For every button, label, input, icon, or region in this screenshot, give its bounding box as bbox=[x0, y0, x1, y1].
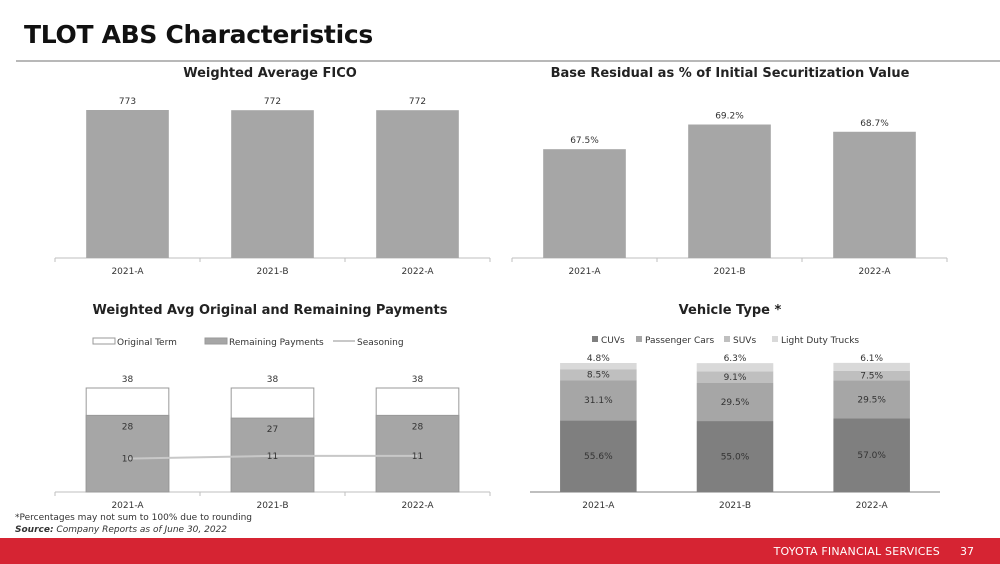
legend-label: Light Duty Trucks bbox=[781, 336, 859, 346]
legend-label: Remaining Payments bbox=[229, 338, 324, 348]
legend-swatch-original-term bbox=[92, 337, 116, 345]
legend-label: CUVs bbox=[601, 336, 625, 346]
bar-segment bbox=[833, 362, 910, 371]
residual-chart-title: Base Residual as % of Initial Securitiza… bbox=[550, 66, 910, 81]
legend-label: SUVs bbox=[733, 336, 756, 346]
data-label-seasoning: 11 bbox=[267, 452, 278, 462]
bar bbox=[376, 110, 459, 258]
bar bbox=[833, 131, 916, 258]
bar-segment bbox=[560, 363, 637, 370]
x-tick-label: 2022-A bbox=[856, 501, 889, 511]
title-divider bbox=[16, 60, 1000, 62]
bar-segment bbox=[833, 370, 910, 381]
x-tick-label: 2021-A bbox=[582, 501, 615, 511]
data-label-remaining-payments: 27 bbox=[267, 425, 278, 435]
x-tick-label: 2021-A bbox=[568, 267, 601, 277]
data-label-remaining-payments: 28 bbox=[412, 422, 424, 432]
page-title: TLOT ABS Characteristics bbox=[24, 20, 373, 49]
residual-chart: 2021-A 2021-B 2022-A 67.5% 69.2% 68.7% bbox=[511, 112, 948, 277]
bar bbox=[543, 149, 626, 258]
data-label: 773 bbox=[119, 97, 136, 107]
data-label: 9.1% bbox=[724, 373, 747, 383]
data-label: 7.5% bbox=[860, 372, 883, 382]
seasoning-line bbox=[127, 454, 418, 460]
data-label: 31.1% bbox=[584, 396, 613, 406]
bar-segment bbox=[833, 418, 910, 492]
data-label: 8.5% bbox=[587, 371, 610, 381]
bar bbox=[86, 110, 169, 258]
data-label-remaining-payments: 28 bbox=[122, 422, 134, 432]
legend-swatch bbox=[724, 336, 730, 342]
bar-remaining-payments bbox=[375, 414, 460, 493]
bar bbox=[231, 110, 314, 258]
fico-chart: 2021-A 2021-B 2022-A 773 772 772 bbox=[54, 97, 491, 277]
data-label: 55.0% bbox=[721, 453, 750, 463]
data-label: 6.1% bbox=[860, 354, 883, 364]
x-tick-label: 2022-A bbox=[858, 267, 891, 277]
legend-label: Passenger Cars bbox=[645, 336, 714, 346]
data-label: 772 bbox=[409, 97, 426, 107]
x-tick-label: 2021-B bbox=[256, 267, 288, 277]
legend-swatch-remaining-payments bbox=[204, 337, 228, 345]
x-tick-label: 2022-A bbox=[401, 267, 434, 277]
x-tick-label: 2022-A bbox=[401, 501, 434, 511]
data-label: 69.2% bbox=[715, 112, 744, 122]
data-label-original-term: 38 bbox=[122, 375, 134, 385]
legend-label: Original Term bbox=[117, 338, 177, 348]
data-label: 55.6% bbox=[584, 452, 613, 462]
x-tick-label: 2021-B bbox=[713, 267, 745, 277]
legend-label: Seasoning bbox=[357, 338, 404, 348]
data-label: 772 bbox=[264, 97, 281, 107]
x-tick-label: 2021-B bbox=[256, 501, 288, 511]
bar bbox=[688, 124, 771, 259]
page-number: 37 bbox=[960, 545, 974, 558]
data-label-seasoning: 11 bbox=[412, 452, 423, 462]
x-tick-label: 2021-A bbox=[111, 267, 144, 277]
fico-chart-title: Weighted Average FICO bbox=[183, 66, 357, 81]
data-label: 68.7% bbox=[860, 119, 889, 129]
bar-segment bbox=[560, 380, 637, 421]
bar-remaining-payments bbox=[85, 414, 170, 493]
data-label: 4.8% bbox=[587, 354, 610, 364]
data-label: 29.5% bbox=[857, 395, 886, 405]
data-label: 57.0% bbox=[857, 451, 886, 461]
x-tick-label: 2021-B bbox=[719, 501, 751, 511]
footer-bar: TOYOTA FINANCIAL SERVICES 37 bbox=[0, 538, 1000, 564]
bar-segment bbox=[696, 421, 774, 492]
vehicle-chart-title: Vehicle Type * bbox=[678, 303, 782, 318]
source-label: Source: bbox=[15, 525, 54, 535]
vehicle-chart: CUVs Passenger Cars SUVs Light Duty Trucks 2… bbox=[530, 336, 940, 511]
footnote: *Percentages may not sum to 100% due to … bbox=[15, 513, 253, 523]
data-label-original-term: 38 bbox=[267, 375, 279, 385]
bar-segment bbox=[833, 380, 910, 419]
data-label-seasoning: 10 bbox=[122, 455, 134, 465]
bar-segment bbox=[560, 420, 637, 492]
payments-chart-title: Weighted Avg Original and Remaining Paym… bbox=[92, 303, 448, 318]
data-label-original-term: 38 bbox=[412, 375, 424, 385]
source-note: Source: Company Reports as of June 30, 2… bbox=[15, 525, 227, 535]
bar-segment bbox=[696, 363, 774, 372]
legend-swatch bbox=[636, 336, 642, 342]
data-label: 29.5% bbox=[721, 398, 750, 408]
legend-swatch bbox=[592, 336, 598, 342]
footer-brand: TOYOTA FINANCIAL SERVICES bbox=[773, 545, 940, 558]
bar-segment bbox=[560, 369, 637, 381]
source-text: Company Reports as of June 30, 2022 bbox=[53, 525, 228, 535]
bar-segment bbox=[696, 371, 774, 383]
data-label: 6.3% bbox=[724, 354, 747, 364]
x-tick-label: 2021-A bbox=[111, 501, 144, 511]
data-label: 67.5% bbox=[570, 136, 599, 146]
payments-chart: Original Term Remaining Payments Seasoning… bbox=[54, 337, 491, 511]
legend-swatch bbox=[772, 336, 778, 342]
bar-segment bbox=[696, 382, 774, 422]
